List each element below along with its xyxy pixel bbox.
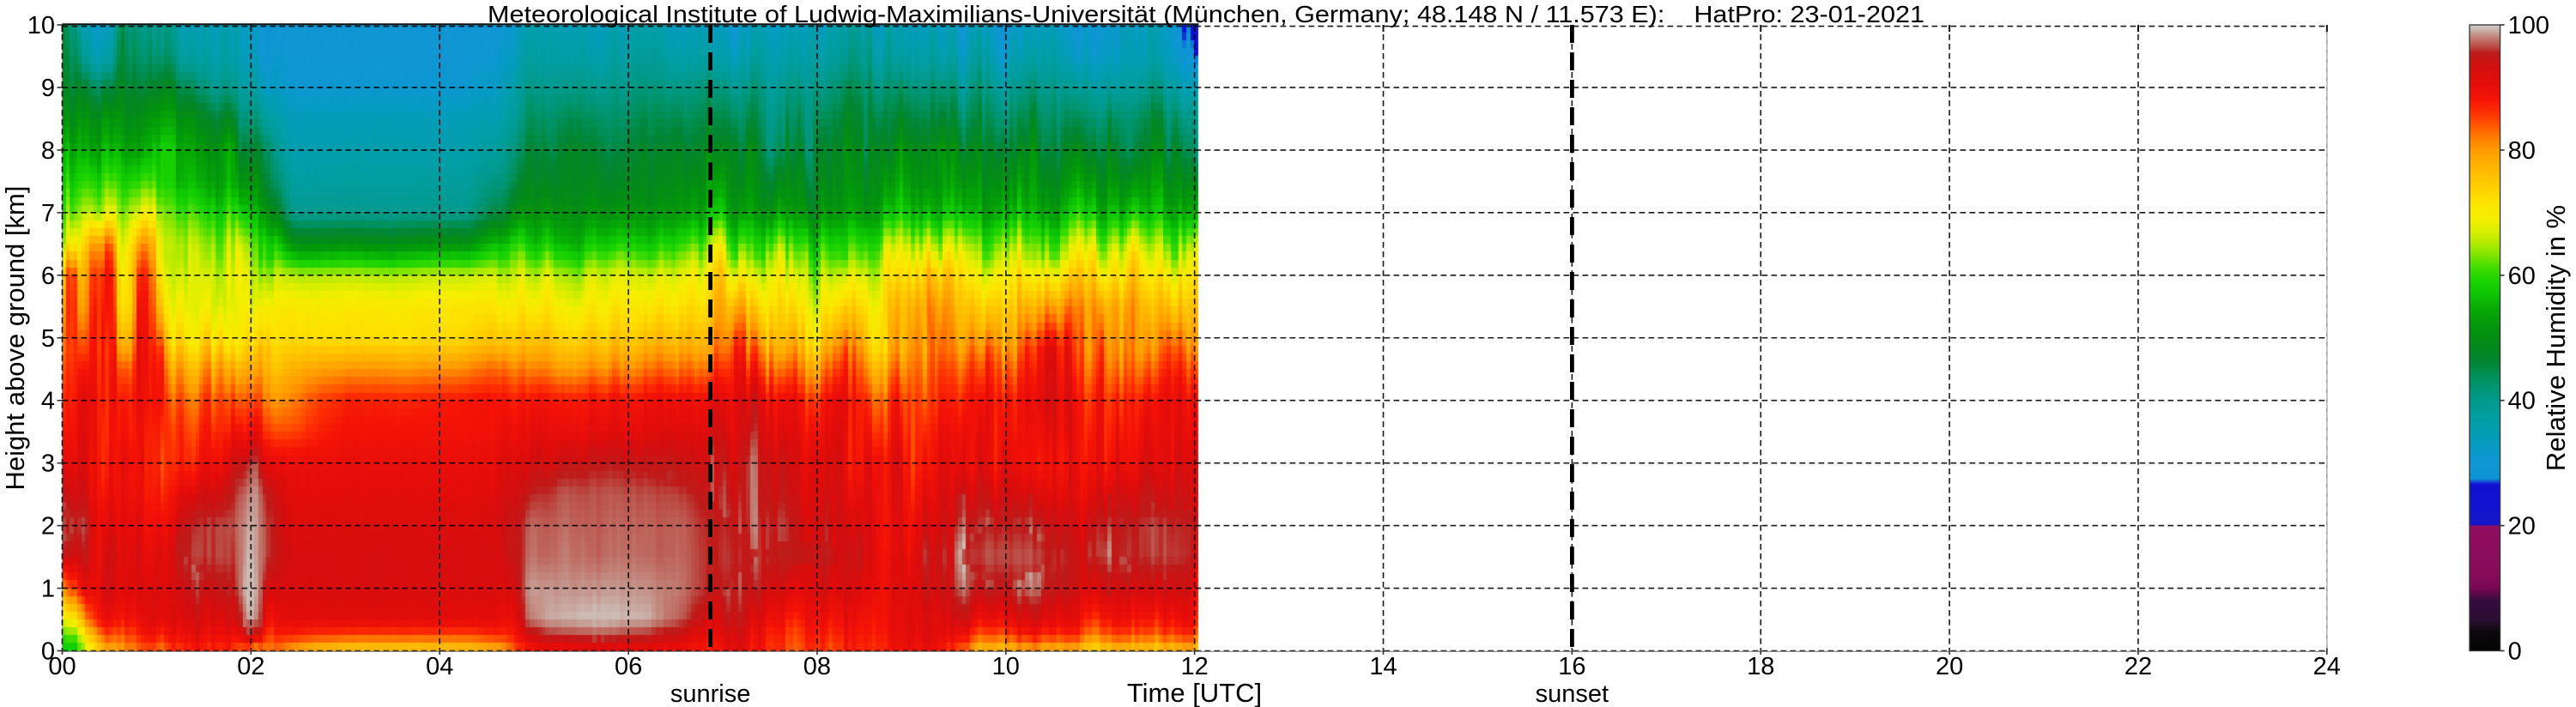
svg-text:00: 00 — [48, 653, 76, 680]
svg-text:Time [UTC]: Time [UTC] — [1127, 678, 1262, 707]
svg-text:14: 14 — [1369, 653, 1397, 680]
svg-text:12: 12 — [1181, 653, 1209, 680]
svg-text:04: 04 — [426, 653, 453, 680]
svg-text:sunset: sunset — [1536, 680, 1609, 707]
svg-text:2: 2 — [41, 513, 55, 541]
svg-text:06: 06 — [615, 653, 642, 680]
svg-text:20: 20 — [1936, 653, 1963, 680]
svg-text:24: 24 — [2313, 653, 2341, 680]
svg-text:80: 80 — [2508, 137, 2536, 165]
svg-text:7: 7 — [41, 200, 55, 227]
svg-text:sunrise: sunrise — [670, 680, 751, 707]
svg-text:3: 3 — [41, 450, 55, 478]
svg-text:22: 22 — [2124, 653, 2152, 680]
svg-text:8: 8 — [41, 137, 55, 165]
svg-text:0: 0 — [41, 638, 55, 666]
svg-text:4: 4 — [41, 388, 55, 415]
svg-text:10: 10 — [992, 653, 1020, 680]
svg-text:60: 60 — [2508, 263, 2536, 290]
svg-text:08: 08 — [803, 653, 831, 680]
svg-text:10: 10 — [27, 12, 55, 39]
svg-text:Height above ground [km]: Height above ground [km] — [0, 186, 30, 491]
svg-text:5: 5 — [41, 325, 55, 353]
svg-text:1: 1 — [41, 576, 55, 603]
svg-text:9: 9 — [41, 75, 55, 102]
svg-text:100: 100 — [2508, 12, 2549, 39]
svg-text:0: 0 — [2508, 638, 2522, 666]
svg-text:16: 16 — [1558, 653, 1585, 680]
svg-text:02: 02 — [237, 653, 264, 680]
svg-text:40: 40 — [2508, 388, 2536, 415]
svg-text:Meteorological Institute of Lu: Meteorological Institute of Ludwig-Maxim… — [488, 1, 1924, 27]
svg-text:18: 18 — [1747, 653, 1774, 680]
svg-text:6: 6 — [41, 263, 55, 290]
svg-text:20: 20 — [2508, 513, 2536, 541]
svg-text:Relative Humidity in %: Relative Humidity in % — [2541, 205, 2571, 471]
